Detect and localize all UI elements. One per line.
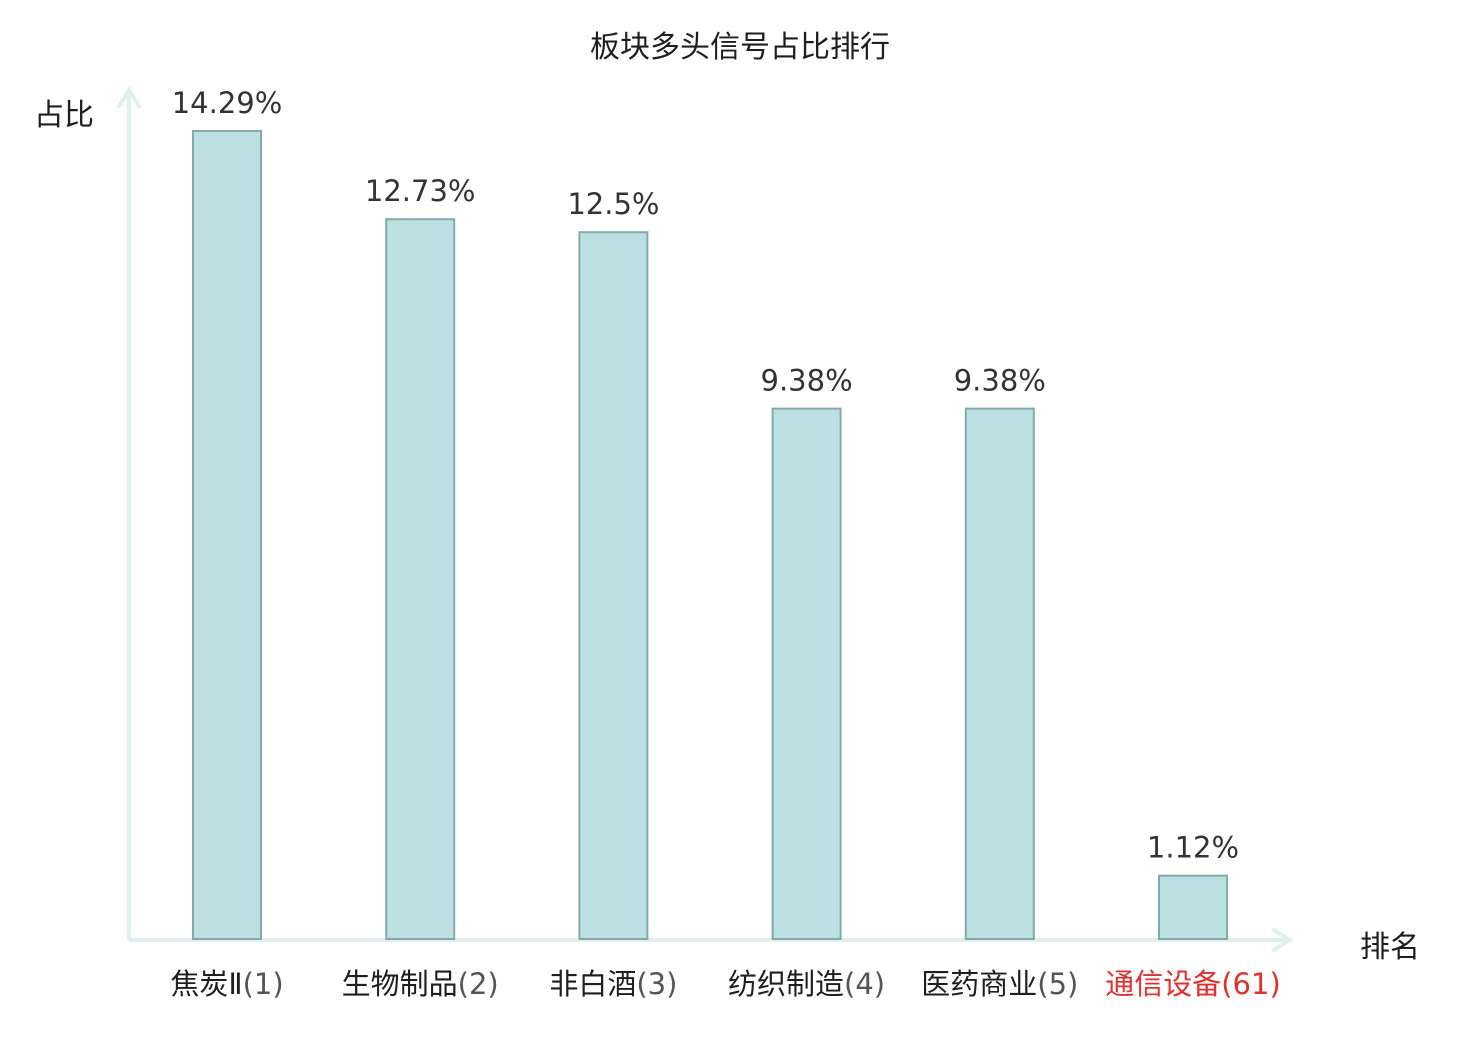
category-rank: (2) — [458, 967, 499, 1001]
category-labels: 焦炭Ⅱ(1) 生物制品(2) 非白酒(3) 纺织制造(4) 医药商业(5) 通信设备(61… — [170, 967, 1280, 1001]
bars — [192, 130, 1228, 941]
category-name: 通信设备 — [1105, 967, 1221, 1001]
bar — [964, 407, 1035, 941]
category-label: 非白酒(3) — [549, 967, 677, 1001]
category-name: 非白酒 — [549, 967, 636, 1001]
value-labels: 14.29% 12.73% 12.5% 9.38% 9.38% 1.12% — [172, 86, 1239, 865]
bar — [385, 218, 456, 940]
category-label: 医药商业(5) — [921, 967, 1078, 1001]
category-rank: (5) — [1037, 967, 1078, 1001]
y-axis-label: 占比 — [34, 98, 94, 133]
category-name: 生物制品 — [342, 967, 458, 1001]
bar — [1158, 874, 1228, 941]
category-label: 生物制品(2) — [342, 967, 499, 1001]
category-name: 纺织制造 — [728, 967, 844, 1001]
category-label: 焦炭Ⅱ(1) — [170, 967, 283, 1001]
bar-value-label: 12.5% — [567, 187, 659, 221]
bar-value-label: 9.38% — [954, 364, 1046, 398]
category-name: 医药商业 — [921, 967, 1037, 1001]
bar-value-label: 9.38% — [761, 364, 853, 398]
category-rank: (1) — [243, 967, 284, 1001]
x-axis-arrow — [1270, 927, 1294, 953]
bar-value-label: 14.29% — [172, 86, 283, 120]
y-axis-arrow — [116, 86, 142, 110]
axes — [116, 86, 1294, 953]
bar-value-label: 12.73% — [365, 174, 476, 208]
bar — [771, 407, 842, 941]
bar — [192, 130, 262, 940]
bar-value-label: 1.12% — [1147, 831, 1239, 865]
category-rank: (3) — [636, 967, 677, 1001]
bar — [578, 231, 649, 940]
category-name: 焦炭Ⅱ — [170, 967, 242, 1001]
category-rank: (61) — [1221, 967, 1281, 1001]
category-label: 纺织制造(4) — [728, 967, 885, 1001]
x-axis-label: 排名 — [1360, 930, 1420, 965]
chart-title: 板块多头信号占比排行 — [590, 30, 890, 65]
category-rank: (4) — [844, 967, 885, 1001]
category-label: 通信设备(61) — [1105, 967, 1281, 1001]
